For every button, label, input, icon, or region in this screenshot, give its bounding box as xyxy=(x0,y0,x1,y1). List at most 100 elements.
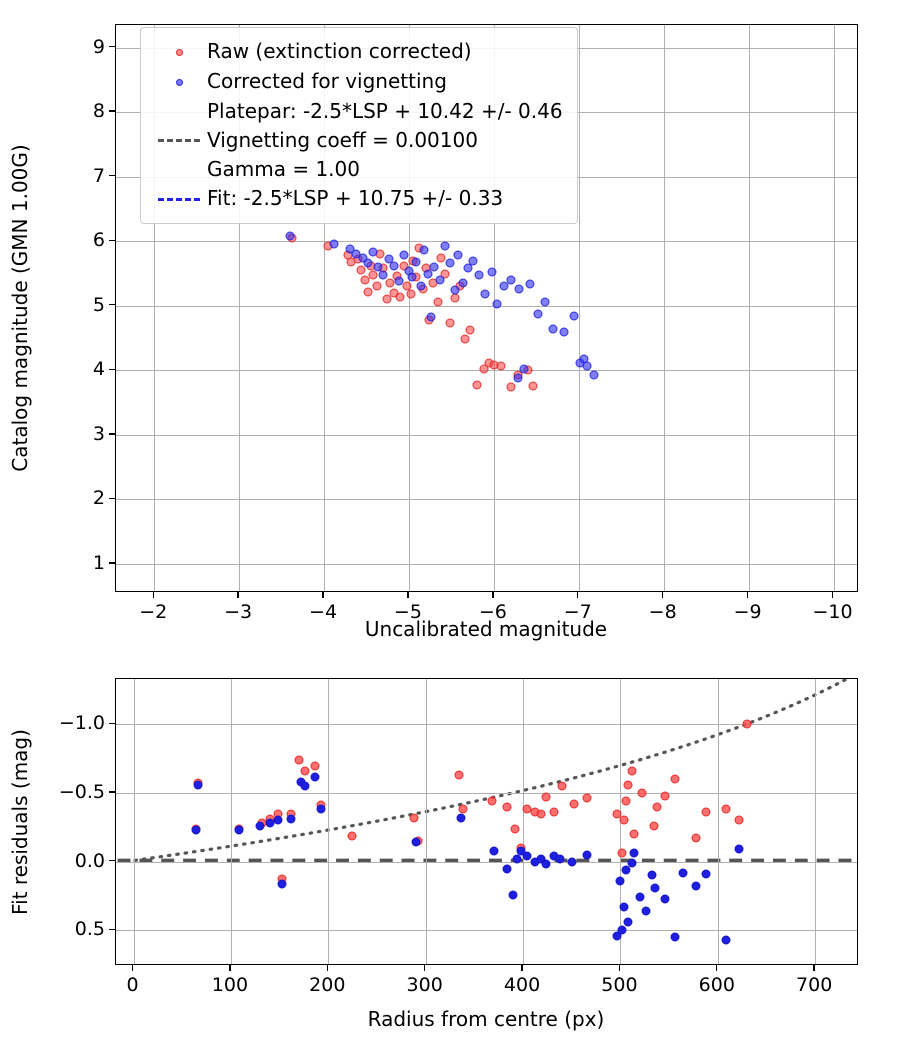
legend: Raw (extinction corrected) Corrected for… xyxy=(140,27,578,224)
data-point-corr xyxy=(440,241,450,251)
data-point-corr xyxy=(411,257,421,267)
data-point-raw xyxy=(623,780,633,790)
data-point-corr xyxy=(453,250,463,260)
y-tick-label: 0.5 xyxy=(74,918,105,941)
x-tick xyxy=(746,592,749,598)
data-point-raw xyxy=(619,815,629,825)
y-tick-label: 2 xyxy=(92,487,105,510)
x-gridline xyxy=(663,25,665,591)
y-tick xyxy=(109,722,115,724)
y-tick xyxy=(109,562,115,564)
x-tick-label: 300 xyxy=(406,974,443,996)
data-point-corr xyxy=(519,364,529,374)
data-point-corr xyxy=(463,263,473,273)
y-tick-label: 5 xyxy=(92,293,105,316)
data-point-raw xyxy=(649,821,659,831)
x-tick xyxy=(423,965,426,971)
data-point-corr xyxy=(492,299,502,309)
x-gridline xyxy=(239,25,241,591)
x-gridline xyxy=(328,679,330,964)
x-gridline xyxy=(748,25,750,591)
data-point-raw xyxy=(496,361,506,371)
data-point-corr xyxy=(389,261,399,271)
y-tick xyxy=(109,791,115,793)
y-tick xyxy=(109,497,115,500)
data-point-corr xyxy=(423,269,433,278)
data-point-corr xyxy=(234,825,244,835)
data-point-corr xyxy=(734,844,744,854)
data-point-corr xyxy=(536,854,546,864)
legend-label-corrected: Corrected for vignetting xyxy=(207,69,447,93)
data-point-raw xyxy=(409,813,419,823)
data-point-corr xyxy=(255,821,265,831)
data-point-raw xyxy=(465,325,475,335)
data-point-corr xyxy=(533,309,543,319)
data-point-raw xyxy=(652,802,662,812)
data-point-raw xyxy=(356,265,366,275)
y-gridline xyxy=(116,305,857,307)
x-tick xyxy=(492,592,494,598)
y-tick xyxy=(109,304,115,306)
y-tick xyxy=(109,45,115,48)
data-point-corr xyxy=(445,258,455,268)
x-gridline xyxy=(230,679,232,964)
data-point-raw xyxy=(549,807,559,817)
y-gridline xyxy=(116,563,857,565)
x-tick xyxy=(716,965,718,971)
data-point-corr xyxy=(416,281,426,291)
data-point-corr xyxy=(647,870,657,880)
data-point-raw xyxy=(436,253,446,263)
data-point-corr xyxy=(619,902,629,912)
data-point-corr xyxy=(435,275,445,285)
x-gridline xyxy=(425,679,427,964)
x-tick xyxy=(322,592,324,598)
x-tick xyxy=(618,965,621,971)
data-point-corr xyxy=(468,256,478,266)
x-gridline xyxy=(154,25,156,591)
data-point-corr xyxy=(567,857,577,867)
data-point-raw xyxy=(528,381,538,391)
residual-y-axis-title: Fit residuals (mag) xyxy=(8,729,32,915)
data-point-corr xyxy=(345,244,354,254)
legend-marker-raw-icon xyxy=(151,37,207,67)
data-point-raw xyxy=(660,791,670,801)
data-point-corr xyxy=(555,854,565,864)
data-point-raw xyxy=(510,824,520,834)
x-tick-label: 200 xyxy=(309,974,346,996)
x-gridline xyxy=(133,679,135,964)
data-point-raw xyxy=(440,269,450,278)
data-point-raw xyxy=(445,318,455,328)
data-point-corr xyxy=(368,247,378,257)
data-point-raw xyxy=(502,802,512,812)
x-tick xyxy=(662,592,664,598)
y-gridline xyxy=(116,499,857,501)
legend-entry-platepar: Platepar: -2.5*LSP + 10.42 +/- 0.46 Vign… xyxy=(151,97,567,184)
data-point-raw xyxy=(310,761,320,770)
data-point-raw xyxy=(612,809,622,819)
data-point-raw xyxy=(433,297,443,307)
data-point-corr xyxy=(548,324,558,334)
data-point-raw xyxy=(406,289,416,299)
x-tick xyxy=(326,965,328,971)
data-point-corr xyxy=(516,846,526,856)
data-point-corr xyxy=(621,865,631,875)
data-point-corr xyxy=(559,327,568,337)
y-tick-label: −1.0 xyxy=(58,712,105,735)
data-point-corr xyxy=(641,906,651,916)
data-point-corr xyxy=(569,311,579,321)
x-tick-label: −8 xyxy=(648,601,677,623)
x-tick-label: −5 xyxy=(393,601,422,623)
data-point-raw xyxy=(450,293,460,303)
y-tick-label: 3 xyxy=(92,422,105,445)
x-gridline xyxy=(815,679,817,964)
x-tick xyxy=(577,592,579,598)
x-gridline xyxy=(408,25,410,591)
data-point-raw xyxy=(627,766,637,776)
data-point-corr xyxy=(399,250,409,260)
y-tick xyxy=(109,928,115,930)
data-point-corr xyxy=(670,932,680,942)
data-point-corr xyxy=(458,278,468,288)
data-point-raw xyxy=(395,292,405,302)
data-point-corr xyxy=(419,245,429,255)
